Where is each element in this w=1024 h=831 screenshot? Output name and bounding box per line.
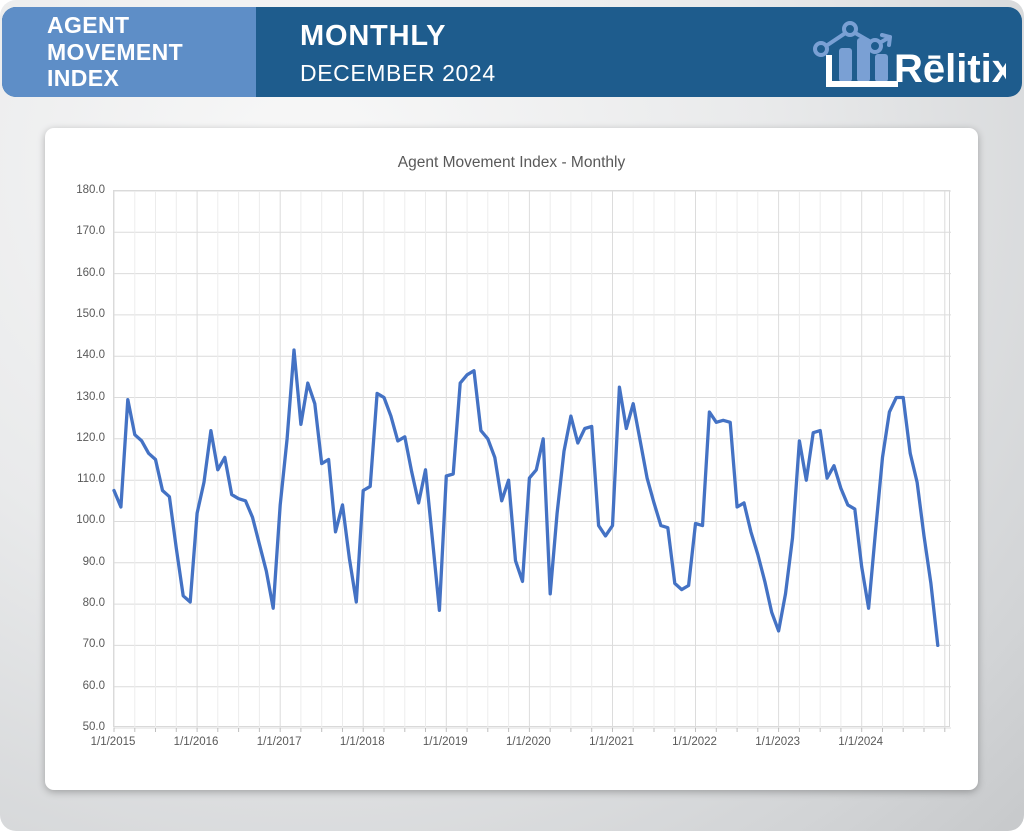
period-date-label: DECEMBER 2024: [300, 60, 496, 86]
chart-card: Agent Movement Index - Monthly 180.0 170.…: [45, 128, 978, 790]
x-axis-tick-label: 1/1/2017: [256, 736, 302, 748]
y-axis-tick-label: 70.0: [82, 638, 105, 651]
y-axis-tick-label: 130.0: [76, 390, 105, 403]
plot-area: [112, 190, 951, 732]
x-axis-tick-label: 1/1/2015: [90, 736, 136, 748]
y-axis-tick-label: 120.0: [76, 431, 105, 444]
period-type-label: MONTHLY: [300, 20, 447, 52]
y-axis-tick-label: 60.0: [82, 679, 105, 692]
y-axis-tick-label: 160.0: [76, 266, 105, 279]
trend-line-icon: [813, 21, 892, 57]
x-axis-tick-label: 1/1/2024: [838, 736, 884, 748]
y-axis-tick-label: 180.0: [76, 184, 105, 196]
y-axis-tick-label: 50.0: [82, 721, 105, 733]
x-axis-tick-label: 1/1/2016: [173, 736, 219, 748]
x-axis-tick-label: 1/1/2019: [422, 736, 468, 748]
brand-text: Rēlitix.: [894, 47, 1006, 91]
relitix-logo: Rēlitix.: [813, 21, 1006, 91]
header-bar: AGENT MOVEMENT INDEX MONTHLY DECEMBER 20…: [2, 7, 1022, 97]
line-chart-svg: [112, 190, 951, 732]
y-axis-tick-label: 90.0: [82, 555, 105, 568]
y-axis-tick-label: 140.0: [76, 349, 105, 362]
product-box: AGENT MOVEMENT INDEX: [2, 7, 256, 97]
x-axis-tick-label: 1/1/2022: [672, 736, 717, 748]
x-axis-tick-label: 1/1/2021: [589, 736, 634, 748]
y-axis-tick-label: 100.0: [76, 514, 105, 527]
chart-title: Agent Movement Index - Monthly: [397, 154, 626, 171]
product-title: AGENT MOVEMENT INDEX: [47, 11, 184, 92]
y-axis-tick-label: 80.0: [82, 597, 105, 610]
y-axis-tick-label: 110.0: [77, 473, 105, 486]
y-axis-tick-label: 170.0: [76, 225, 105, 238]
x-axis-tick-label: 1/1/2018: [339, 736, 385, 748]
x-axis-tick-label: 1/1/2023: [755, 736, 800, 748]
ami-series-line: [112, 348, 940, 648]
period-block: MONTHLY DECEMBER 2024: [300, 20, 496, 87]
y-axis-tick-label: 150.0: [76, 307, 105, 320]
x-axis-tick-label: 1/1/2020: [505, 736, 551, 748]
bar-chart-icon: [826, 38, 898, 87]
